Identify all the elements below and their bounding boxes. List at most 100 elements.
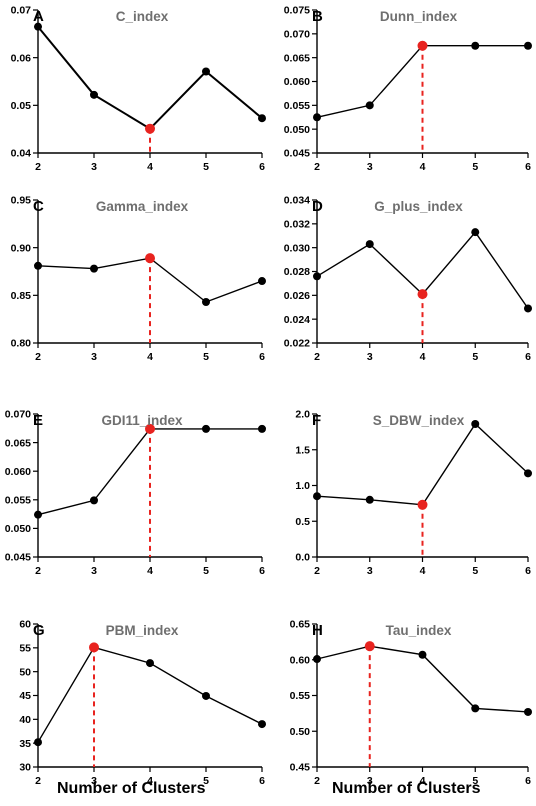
- y-tick-label: 0.45: [290, 762, 311, 774]
- highlight-point: [417, 499, 428, 510]
- data-point: [34, 510, 42, 519]
- x-tick-label: 5: [472, 565, 478, 577]
- panel-letter: E: [33, 412, 43, 429]
- data-point: [313, 113, 321, 122]
- chart-panel-e: 0.045 0.050 0.055 0.060 0.065 0.070 2 3 4 5 6 E GDI1…: [5, 409, 266, 577]
- y-tick-label: 0.075: [284, 5, 310, 17]
- y-tick-label: 30: [19, 762, 31, 774]
- panel-title: S_DBW_index: [373, 413, 465, 428]
- highlight-point: [417, 289, 428, 300]
- y-tick-label: 0.060: [284, 76, 310, 88]
- panel-letter: H: [312, 622, 323, 639]
- data-point: [202, 67, 210, 76]
- data-point: [258, 114, 266, 123]
- data-point: [313, 655, 321, 664]
- y-tick-label: 0.032: [284, 219, 310, 231]
- y-tick-label: 0.045: [284, 148, 310, 160]
- y-tick-label: 0.030: [284, 242, 310, 254]
- y-tick-label: 0.060: [5, 466, 31, 478]
- data-point: [34, 22, 42, 31]
- y-tick-label: 0.070: [5, 409, 31, 421]
- y-tick-label: 0.034: [284, 195, 310, 207]
- y-tick-label: 0.065: [5, 437, 31, 449]
- y-tick-label: 0.90: [11, 242, 32, 254]
- x-tick-label: 2: [314, 565, 320, 577]
- x-tick-label: 5: [203, 351, 209, 363]
- panel-letter: F: [312, 412, 321, 429]
- data-point: [313, 492, 321, 501]
- x-tick-label: 5: [472, 351, 478, 363]
- x-tick-label: 2: [314, 775, 320, 787]
- y-tick-label: 0.024: [284, 314, 310, 326]
- x-tick-label: 6: [259, 775, 265, 787]
- y-tick-label: 55: [19, 643, 31, 655]
- data-point: [258, 424, 266, 433]
- y-tick-label: 0.050: [5, 523, 31, 535]
- x-tick-label: 2: [314, 161, 320, 173]
- data-point: [90, 90, 98, 99]
- data-point: [524, 707, 532, 716]
- panel-title: Dunn_index: [380, 9, 458, 24]
- panel-title: G_plus_index: [374, 199, 463, 214]
- data-point: [34, 738, 42, 747]
- x-tick-label: 4: [147, 775, 153, 787]
- y-tick-label: 0.045: [5, 552, 31, 564]
- x-tick-label: 3: [91, 161, 97, 173]
- data-point: [202, 424, 210, 433]
- data-point: [471, 704, 480, 713]
- x-tick-label: 4: [420, 161, 426, 173]
- data-point: [258, 277, 266, 286]
- x-tick-label: 5: [472, 775, 478, 787]
- y-tick-label: 0.85: [11, 290, 32, 302]
- x-tick-label: 6: [525, 161, 531, 173]
- x-tick-label: 5: [203, 775, 209, 787]
- y-tick-label: 0.070: [284, 29, 310, 41]
- data-point: [90, 264, 98, 273]
- x-tick-label: 2: [314, 351, 320, 363]
- y-tick-label: 0.022: [284, 338, 310, 350]
- data-point: [471, 228, 480, 237]
- y-tick-label: 0.055: [5, 495, 31, 507]
- y-tick-label: 45: [19, 690, 31, 702]
- data-point: [202, 298, 210, 307]
- panel-title: PBM_index: [106, 623, 179, 638]
- data-point: [365, 240, 374, 249]
- chart-panel-a: 0.04 0.05 0.06 0.07 2 3 4 5 6 A C_index: [11, 5, 266, 173]
- x-tick-label: 3: [91, 565, 97, 577]
- x-tick-label: 2: [35, 161, 41, 173]
- data-point: [202, 691, 210, 700]
- y-tick-label: 0.55: [290, 690, 311, 702]
- data-point: [365, 101, 374, 110]
- y-tick-label: 50: [19, 666, 31, 678]
- data-point: [313, 272, 321, 281]
- chart-panel-f: 0.0 0.5 1.0 1.5 2.0 2 3 4 5 6 F S_DBW_index: [295, 409, 532, 577]
- panel-letter: D: [312, 198, 323, 215]
- x-axis-label-left: Number of Clusters: [57, 780, 206, 797]
- data-point: [146, 659, 154, 668]
- y-tick-label: 1.5: [295, 444, 310, 456]
- y-tick-label: 0.06: [11, 52, 32, 64]
- data-point: [258, 720, 266, 729]
- x-tick-label: 4: [147, 161, 153, 173]
- y-tick-label: 0.050: [284, 124, 310, 136]
- data-point: [471, 41, 480, 50]
- panel-letter: B: [312, 8, 323, 25]
- x-tick-label: 3: [367, 161, 373, 173]
- x-tick-label: 6: [525, 775, 531, 787]
- highlight-point: [364, 641, 375, 652]
- series-line: [316, 422, 529, 506]
- y-tick-label: 0.80: [11, 338, 32, 350]
- chart-panel-d: 0.022 0.024 0.026 0.028 0.030 0.032 0.034 2 3 4 5 6…: [284, 195, 532, 363]
- chart-panel-h: 0.45 0.50 0.55 0.60 0.65 2 3 4 5 6 H Tau_index: [290, 619, 532, 787]
- y-tick-label: 0.07: [11, 5, 32, 17]
- panel-title: Gamma_index: [96, 199, 189, 214]
- highlight-point: [145, 123, 155, 134]
- x-tick-label: 6: [525, 565, 531, 577]
- y-tick-label: 0.026: [284, 290, 310, 302]
- y-tick-label: 35: [19, 738, 31, 750]
- x-tick-label: 6: [259, 161, 265, 173]
- highlight-point: [145, 253, 155, 264]
- panel-title: Tau_index: [386, 623, 452, 638]
